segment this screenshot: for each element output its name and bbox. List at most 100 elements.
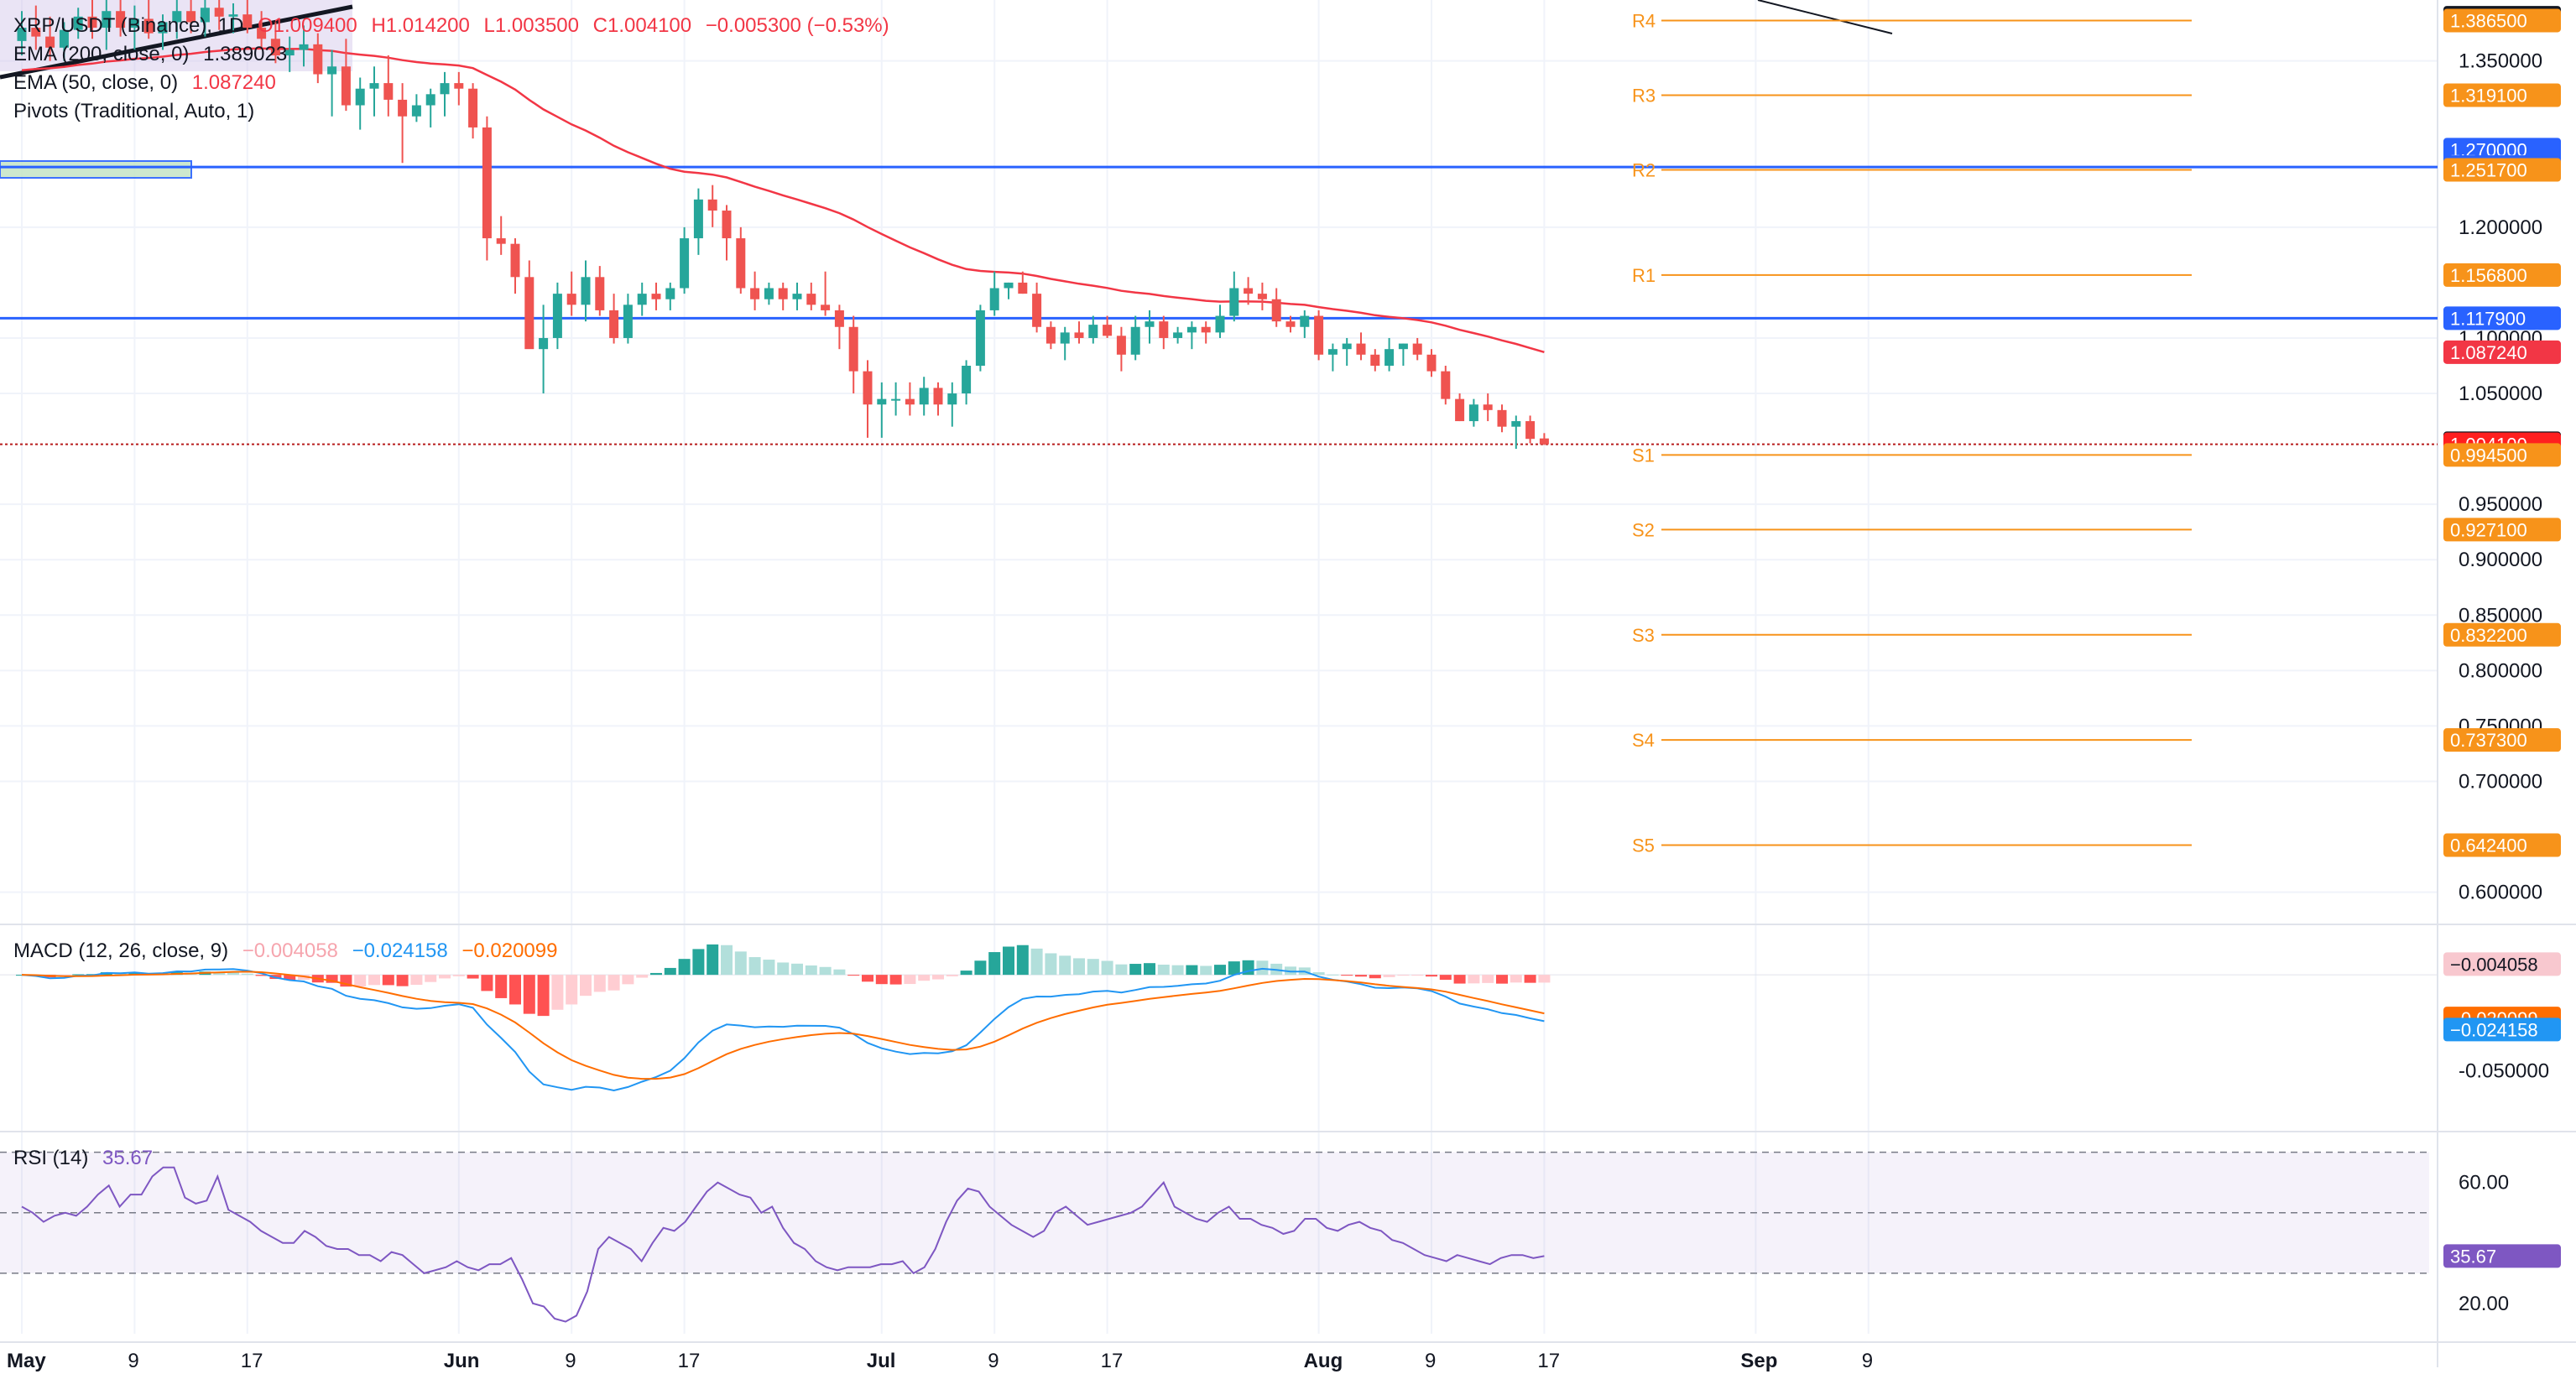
price-tag-7: 1.117900 [2450, 308, 2526, 329]
candle [355, 77, 365, 130]
macd-hist-bar [326, 975, 338, 983]
rsi-line [21, 1166, 1545, 1323]
rsi-tick-0: 60.00 [2459, 1172, 2509, 1194]
macd-hist-bar [1030, 948, 1043, 976]
macd-legend[interactable]: MACD (12, 26, close, 9) −0.004058 −0.024… [13, 939, 566, 964]
pivot-label-S3: S3 [1632, 625, 1655, 646]
macd-hist-bar [72, 974, 85, 976]
macd-hist-bar [1439, 975, 1452, 981]
candle [482, 116, 492, 261]
macd-hist-bar [1482, 975, 1494, 983]
candle [1032, 282, 1042, 333]
macd-hist-bar [1003, 946, 1014, 976]
macd-hist-bar [805, 965, 817, 976]
x-label-9: Aug [1304, 1350, 1343, 1372]
change-value: −0.005300 (−0.53%) [705, 14, 889, 37]
candle [1201, 321, 1211, 344]
candle-body [172, 11, 182, 23]
macd-hist-bar [298, 975, 310, 981]
x-label-3: Jun [444, 1350, 480, 1372]
price-tag-1: 1.386500 [2450, 10, 2527, 31]
macd-hist-bar [1171, 965, 1184, 976]
rsi-label: RSI (14) [13, 1147, 89, 1169]
candle [1412, 337, 1422, 361]
candle [1342, 337, 1352, 366]
price-tick-9: 0.700000 [2459, 770, 2542, 793]
candle [1539, 433, 1549, 445]
macd-hist-bar [86, 974, 98, 976]
pivots-legend[interactable]: Pivots (Traditional, Auto, 1) [13, 99, 263, 124]
macd-hist-bar [1383, 975, 1395, 977]
macd-hist-bar [410, 975, 423, 986]
ema50-legend[interactable]: EMA (50, close, 0) 1.087240 [13, 70, 284, 96]
trend-line-left [0, 4, 353, 80]
macd-hist-bar [946, 975, 958, 976]
macd-hist-bar [988, 952, 1001, 976]
candle [707, 185, 717, 227]
macd-tag-bg-0 [2443, 952, 2561, 976]
candle-body [722, 211, 732, 239]
rsi-tick-1: 20.00 [2459, 1293, 2509, 1315]
macd-hist-bar [1073, 958, 1085, 976]
price-tick-6: 0.850000 [2459, 604, 2542, 627]
symbol-label[interactable]: XRP/USDT (Binance), 1D [13, 14, 244, 37]
candle-body [341, 66, 351, 106]
macd-hist-bar [1101, 960, 1113, 976]
candle-body [87, 16, 97, 29]
pivot-label-S2: S2 [1632, 519, 1655, 540]
candle [581, 260, 591, 322]
macd-hist-bar [777, 962, 790, 976]
x-label-1: 9 [128, 1350, 138, 1372]
candle-body [1201, 326, 1211, 333]
candle-body [1342, 343, 1352, 350]
ema200-legend[interactable]: EMA (200, close, 0) 1.389023 [13, 42, 295, 67]
candle [228, 3, 238, 34]
candle [821, 271, 831, 316]
candle-body [933, 388, 943, 405]
candle-body [440, 83, 450, 95]
macd-hist-value: −0.004058 [242, 939, 338, 962]
candle-body [1257, 294, 1267, 299]
candle-body [1046, 326, 1056, 344]
candle-body [989, 288, 999, 310]
candle [383, 55, 394, 117]
candle [17, 11, 27, 56]
macd-hist-bar [593, 975, 606, 992]
main-legend: XRP/USDT (Binance), 1D O1.009400 H1.0142… [13, 13, 898, 39]
candle [1525, 415, 1536, 444]
macd-tick-0: -0.050000 [2459, 1059, 2549, 1082]
candle [327, 49, 337, 117]
candle [1046, 321, 1056, 350]
candle [369, 66, 379, 117]
candle-body [863, 371, 873, 405]
rsi-tag: 35.67 [2450, 1246, 2496, 1267]
candle [1173, 326, 1183, 344]
candle [778, 282, 788, 310]
candle-body [792, 294, 802, 299]
candle [200, 0, 210, 37]
x-label-11: 17 [1537, 1350, 1560, 1372]
candle [510, 238, 520, 294]
candle [637, 282, 647, 316]
macd-hist-bar [396, 975, 409, 986]
pivot-label-S1: S1 [1632, 445, 1655, 466]
price-tag-bg-12 [2443, 518, 2561, 542]
candle [962, 360, 972, 405]
low-value: L1.003500 [483, 14, 579, 37]
macd-hist-bar [1468, 975, 1480, 984]
candle [989, 271, 999, 316]
macd-label: MACD (12, 26, close, 9) [13, 939, 229, 962]
macd-tag-0: −0.004058 [2450, 954, 2538, 975]
candle [1244, 277, 1254, 305]
candle [905, 382, 915, 416]
rsi-tag-bg [2443, 1244, 2561, 1268]
candle [116, 0, 126, 37]
macd-hist-bar [1144, 963, 1155, 976]
candle [158, 14, 168, 50]
candle [1370, 349, 1380, 372]
candle-body [651, 294, 661, 299]
candle-body [369, 83, 379, 89]
x-label-2: 17 [241, 1350, 263, 1372]
rsi-legend[interactable]: RSI (14) 35.67 [13, 1146, 161, 1171]
